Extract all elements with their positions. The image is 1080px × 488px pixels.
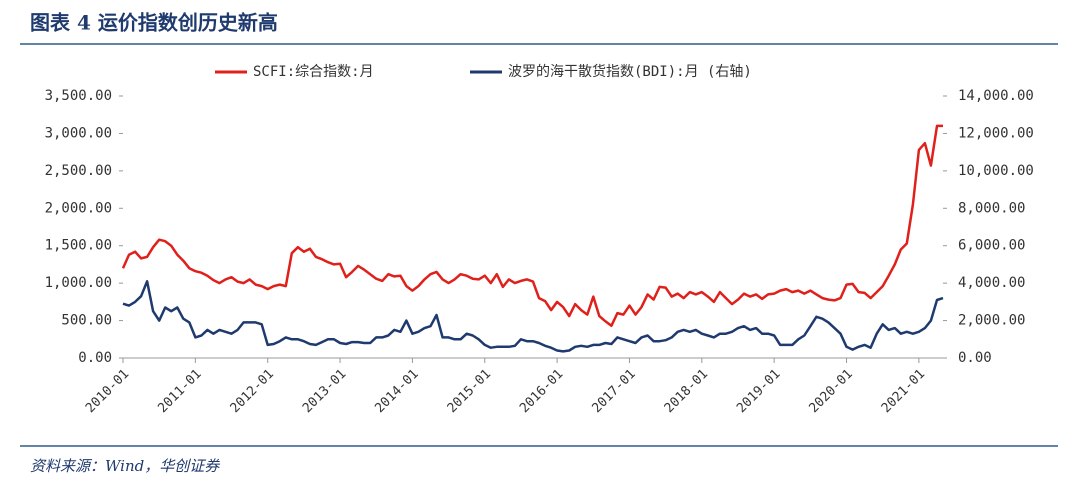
- x-tick-label: 2012-01: [228, 367, 277, 416]
- y-tick-label: 2,000.00: [45, 200, 112, 216]
- x-tick-label: 2016-01: [517, 367, 566, 416]
- x-tick-label: 2014-01: [372, 367, 421, 416]
- x-tick-label: 2020-01: [806, 367, 855, 416]
- x-tick-label: 2013-01: [300, 367, 349, 416]
- y-tick-label: 1,000.00: [45, 275, 112, 291]
- y2-tick-label: 4,000.00: [958, 275, 1025, 291]
- source: 资料来源：Wind，华创证券: [30, 457, 220, 475]
- legend-label: SCFI:综合指数:月: [253, 64, 374, 80]
- y2-tick-label: 6,000.00: [958, 238, 1025, 254]
- y-tick-label: 0.00: [78, 350, 112, 366]
- y2-tick-label: 2,000.00: [958, 313, 1025, 329]
- y-tick-label: 2,500.00: [45, 163, 112, 179]
- legend-label: 波罗的海干散货指数(BDI):月 (右轴): [508, 63, 752, 80]
- x-tick-label: 2017-01: [589, 367, 638, 416]
- series-line: [122, 280, 944, 353]
- y2-tick-label: 8,000.00: [958, 200, 1025, 216]
- y2-tick-label: 14,000.00: [958, 88, 1034, 104]
- series-line: [121, 124, 943, 328]
- chart-title: 图表 4 运价指数创历史新高: [30, 11, 278, 35]
- x-tick-label: 2011-01: [155, 367, 204, 416]
- y-tick-label: 3,500.00: [45, 88, 112, 104]
- y-tick-label: 500.00: [61, 313, 112, 329]
- y2-tick-label: 10,000.00: [958, 163, 1034, 179]
- y-tick-label: 3,000.00: [45, 125, 112, 141]
- y-tick-label: 1,500.00: [45, 238, 112, 254]
- x-tick-label: 2015-01: [445, 367, 494, 416]
- y2-tick-label: 12,000.00: [958, 125, 1034, 141]
- x-tick-label: 2021-01: [879, 367, 928, 416]
- x-tick-label: 2018-01: [662, 367, 711, 416]
- x-tick-label: 2019-01: [734, 367, 783, 416]
- x-tick-label: 2010-01: [83, 367, 132, 416]
- y2-tick-label: 0.00: [958, 350, 992, 366]
